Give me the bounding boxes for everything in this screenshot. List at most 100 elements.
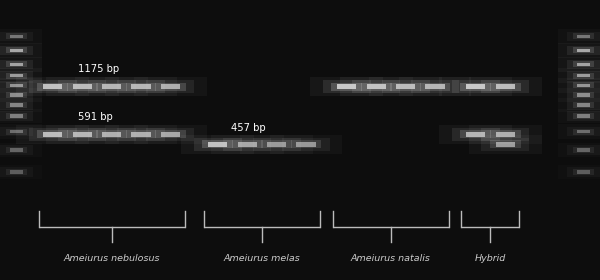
Bar [37, 83, 68, 91]
Bar [558, 29, 600, 44]
Bar [1, 32, 34, 41]
Bar [131, 132, 151, 137]
Bar [46, 77, 119, 96]
Bar [460, 130, 491, 138]
Bar [223, 138, 271, 151]
Bar [558, 88, 600, 102]
Bar [577, 34, 590, 38]
Bar [102, 132, 121, 137]
Bar [1, 81, 34, 90]
Bar [572, 61, 594, 67]
Bar [155, 83, 186, 91]
Bar [88, 80, 136, 93]
Bar [558, 57, 600, 72]
Bar [352, 80, 400, 93]
Bar [382, 80, 430, 93]
Bar [577, 130, 590, 134]
Text: 457 bp: 457 bp [231, 123, 266, 133]
Bar [460, 83, 491, 91]
Bar [452, 80, 500, 93]
Bar [261, 140, 292, 148]
Bar [331, 83, 362, 91]
Bar [46, 125, 119, 144]
Bar [1, 46, 34, 55]
Bar [469, 125, 542, 144]
Bar [134, 77, 207, 96]
Bar [1, 60, 34, 69]
Bar [208, 142, 227, 147]
Bar [567, 71, 600, 80]
Bar [396, 84, 415, 89]
Bar [567, 90, 600, 100]
Bar [337, 84, 356, 89]
Bar [577, 114, 590, 118]
Bar [398, 77, 472, 96]
Bar [452, 128, 500, 141]
Bar [577, 148, 590, 152]
Bar [296, 142, 316, 147]
Bar [131, 84, 151, 89]
Bar [466, 132, 485, 137]
Bar [6, 102, 28, 108]
Bar [577, 48, 590, 52]
Bar [567, 46, 600, 55]
Bar [572, 92, 594, 98]
Bar [75, 125, 148, 144]
Bar [10, 148, 23, 152]
Bar [323, 80, 371, 93]
Bar [10, 48, 23, 52]
Bar [310, 77, 383, 96]
Bar [567, 100, 600, 110]
Bar [1, 71, 34, 80]
Bar [16, 77, 89, 96]
Bar [466, 84, 485, 89]
Bar [161, 132, 180, 137]
Bar [6, 169, 28, 175]
Bar [469, 77, 542, 96]
Bar [117, 80, 165, 93]
Bar [58, 80, 106, 93]
Bar [96, 83, 127, 91]
Bar [96, 130, 127, 138]
Bar [0, 43, 42, 58]
Bar [29, 128, 77, 141]
Bar [367, 84, 386, 89]
Bar [0, 109, 42, 123]
Bar [10, 83, 23, 87]
Bar [58, 128, 106, 141]
Bar [290, 140, 322, 148]
Bar [6, 47, 28, 53]
Bar [67, 130, 98, 138]
Bar [0, 57, 42, 72]
Bar [10, 114, 23, 118]
Bar [1, 145, 34, 155]
Bar [572, 102, 594, 108]
Bar [469, 135, 542, 154]
Bar [73, 84, 92, 89]
Text: Hybrid: Hybrid [474, 254, 506, 263]
Bar [10, 103, 23, 107]
Bar [577, 62, 590, 66]
Bar [6, 92, 28, 98]
Bar [267, 142, 286, 147]
Bar [0, 78, 42, 93]
Bar [146, 80, 194, 93]
Bar [496, 84, 515, 89]
Bar [577, 103, 590, 107]
Bar [10, 62, 23, 66]
Text: 1175 bp: 1175 bp [78, 64, 119, 74]
Bar [29, 80, 77, 93]
Bar [125, 83, 157, 91]
Bar [340, 77, 413, 96]
Bar [572, 147, 594, 153]
Bar [161, 84, 180, 89]
Bar [1, 127, 34, 136]
Text: Ameiurus melas: Ameiurus melas [224, 254, 300, 263]
Bar [0, 124, 42, 139]
Bar [67, 83, 98, 91]
Bar [6, 113, 28, 119]
Bar [558, 98, 600, 112]
Bar [104, 77, 178, 96]
Bar [572, 82, 594, 88]
Bar [232, 140, 263, 148]
